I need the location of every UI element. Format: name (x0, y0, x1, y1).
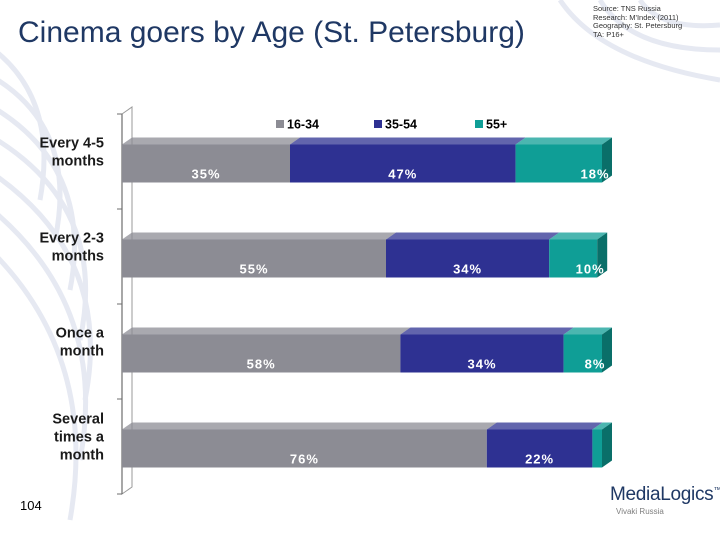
bar-segment (549, 239, 598, 278)
bar-segment (400, 334, 564, 373)
data-label: 22% (525, 452, 554, 467)
category-label: Every 2-3 months (40, 231, 105, 265)
data-label: 34% (467, 357, 496, 372)
bar-top-face (122, 137, 300, 145)
logo-tagline: Vivaki Russia (616, 507, 664, 516)
bar-segment (122, 334, 401, 373)
bar-top-face (486, 422, 603, 430)
bar-top-face (122, 232, 396, 240)
bar-top-face (386, 232, 560, 240)
legend-label: 16-34 (287, 118, 319, 132)
slide-number: 104 (20, 498, 42, 513)
bar-top-face (563, 327, 612, 335)
logo-name: MediaLogics (610, 484, 714, 505)
data-label: 34% (453, 262, 482, 277)
bar-segment (122, 239, 386, 278)
data-label: 18% (580, 167, 609, 182)
category-label: Every 4-5 months (40, 136, 105, 170)
category-label: Several times a month (52, 412, 105, 464)
bar-top-face (549, 232, 608, 240)
data-label: 76% (290, 452, 319, 467)
bar-side-face (597, 232, 608, 278)
data-label: 10% (576, 262, 605, 277)
bar-top-face (400, 327, 574, 335)
logo-trademark: ™ (713, 485, 720, 495)
data-label: 35% (191, 167, 220, 182)
bar-top-face (515, 137, 612, 145)
bar-segment (563, 334, 602, 373)
category-label: Once a month (56, 326, 105, 360)
bar-top-face (122, 327, 411, 335)
bar-segment (290, 144, 516, 183)
data-label: 47% (388, 167, 417, 182)
bar-segment (122, 429, 487, 468)
legend-swatch (475, 120, 483, 128)
bar-segment (122, 144, 290, 183)
bar-top-face (592, 422, 612, 430)
bar-side-face (602, 327, 612, 373)
legend-label: 55+ (486, 118, 507, 132)
bar-segment (515, 144, 602, 183)
bar-side-face (602, 137, 612, 183)
bar-side-face (602, 422, 612, 468)
data-label: 2% (614, 452, 635, 467)
page-title: Cinema goers by Age (St. Petersburg) (18, 16, 525, 49)
data-label: 55% (239, 262, 268, 277)
bar-segment (386, 239, 550, 278)
bar-top-face (122, 422, 497, 430)
bar-top-face (290, 137, 526, 145)
bar-segment (592, 429, 602, 468)
chart-bars (122, 137, 612, 468)
data-label: 58% (247, 357, 276, 372)
chart-data-labels: 35% 47% 18% 55% 34% 10% 58% 34% 8% 76% 22% 2% (191, 167, 635, 467)
source-note: Source: TNS Russia Research: M'Index (20… (593, 4, 683, 39)
bar-segment (486, 429, 593, 468)
chart-legend: 16-34 35-54 55+ (276, 118, 507, 132)
legend-swatch (374, 120, 382, 128)
data-label: 8% (585, 357, 606, 372)
legend-label: 35-54 (385, 118, 417, 132)
chart-category-labels: Every 4-5 months Every 2-3 months Once a mont… (40, 136, 105, 464)
company-logo: MediaLogics™ Vivaki Russia (610, 484, 720, 516)
legend-swatch (276, 120, 284, 128)
